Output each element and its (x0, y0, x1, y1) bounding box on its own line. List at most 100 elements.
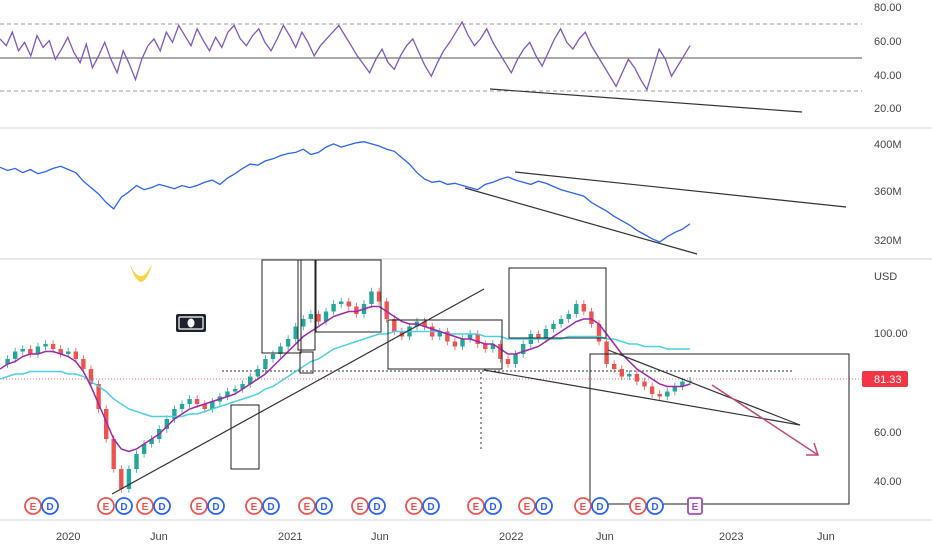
drawn-box[interactable] (261, 259, 302, 354)
event-marker-label: E (304, 502, 311, 513)
drawn-box[interactable] (589, 353, 850, 505)
candle (66, 351, 71, 354)
price-channel-line[interactable] (607, 349, 801, 426)
candle (126, 469, 132, 489)
candle (445, 331, 450, 342)
dividend-marker[interactable] (422, 497, 440, 515)
dividend-marker[interactable] (535, 497, 553, 515)
candle (35, 346, 41, 354)
candle (104, 409, 109, 439)
time-axis: 2020 Jun 2021 Jun 2022 Jun 2023 Jun (56, 531, 835, 543)
candle (323, 311, 329, 322)
candle (210, 401, 215, 409)
event-marker-label: E (30, 502, 37, 513)
candle (141, 444, 147, 454)
candle (43, 344, 48, 347)
event-marker-label: E (635, 502, 642, 513)
earnings-marker[interactable] (405, 497, 423, 515)
candle (665, 391, 670, 397)
date-tick-label: Jun (371, 531, 389, 543)
dividend-marker[interactable] (315, 497, 333, 515)
earnings-marker[interactable] (467, 497, 485, 515)
price-pane: USD 100.00 60.00 40.00 (0, 259, 908, 515)
rsi-trendline (489, 88, 803, 113)
earnings-marker[interactable] (24, 497, 42, 515)
price-downtrend-line[interactable] (483, 369, 801, 426)
candle (73, 351, 78, 359)
earnings-marker[interactable] (687, 497, 703, 515)
earnings-marker[interactable] (97, 497, 115, 515)
earnings-marker[interactable] (136, 497, 154, 515)
event-marker-label: D (267, 502, 274, 513)
date-tick-label: Jun (150, 531, 168, 543)
candle (119, 469, 124, 489)
candle (255, 369, 260, 377)
candle (308, 314, 314, 319)
drawn-box[interactable] (299, 351, 314, 374)
dividend-marker[interactable] (591, 497, 609, 515)
date-tick-label: Jun (596, 531, 614, 543)
volume-tick-label: 360M (874, 186, 902, 198)
candle (384, 301, 389, 319)
ma-short-line (0, 305, 691, 453)
rsi-pane: 80.00 60.00 40.00 20.00 (0, 2, 902, 115)
candle (20, 349, 25, 352)
earnings-marker[interactable] (298, 497, 316, 515)
drawn-box[interactable] (387, 319, 503, 370)
event-marker-label: D (373, 502, 380, 513)
candle (558, 319, 564, 324)
price-tick-label: 100.00 (874, 328, 908, 340)
candle (285, 339, 291, 347)
dividend-marker[interactable] (484, 497, 502, 515)
dividend-marker[interactable] (368, 497, 386, 515)
event-marker-label: E (103, 502, 110, 513)
event-marker-label: D (46, 502, 53, 513)
price-uptrend-line[interactable] (111, 288, 485, 495)
dividend-marker[interactable] (153, 497, 171, 515)
event-marker-label: D (320, 502, 327, 513)
event-marker-label: E (524, 502, 531, 513)
drawn-box[interactable] (230, 404, 260, 470)
earnings-marker[interactable] (629, 497, 647, 515)
earnings-marker[interactable] (245, 497, 263, 515)
candle (28, 349, 33, 354)
earnings-marker[interactable] (518, 497, 536, 515)
dividend-marker[interactable] (41, 497, 59, 515)
dividend-marker[interactable] (115, 497, 133, 515)
candle (634, 374, 640, 382)
candle (680, 381, 685, 387)
dividend-marker[interactable] (207, 497, 225, 515)
candle (392, 319, 397, 332)
date-tick-label: 2021 (278, 531, 302, 543)
earnings-marker[interactable] (190, 497, 208, 515)
rsi-tick-label: 40.00 (874, 70, 902, 82)
dollar-bill-icon[interactable] (176, 314, 206, 332)
drawn-box[interactable] (297, 259, 316, 351)
date-tick-label: 2022 (499, 531, 523, 543)
currency-label: USD (874, 271, 897, 283)
earnings-marker[interactable] (574, 497, 592, 515)
volume-tick-label: 320M (874, 235, 902, 247)
last-price-label: 81.33 (874, 374, 902, 386)
candle (88, 369, 94, 384)
dividend-marker[interactable] (646, 497, 664, 515)
candle (627, 374, 632, 377)
candle (551, 324, 556, 329)
event-marker-label: D (596, 502, 603, 513)
candle (96, 384, 101, 409)
drawn-box[interactable] (315, 259, 382, 333)
event-marker-label: E (142, 502, 149, 513)
candle (642, 381, 647, 387)
earnings-marker[interactable] (351, 497, 369, 515)
rsi-line (0, 20, 691, 92)
candle (13, 351, 18, 359)
event-marker-label: D (540, 502, 547, 513)
candle (376, 291, 382, 302)
projection-arrow[interactable] (711, 384, 819, 456)
dividend-marker[interactable] (262, 497, 280, 515)
candle (687, 380, 693, 382)
candle (50, 344, 56, 349)
drawn-box[interactable] (508, 267, 607, 339)
projection-arrow-head (806, 442, 820, 456)
